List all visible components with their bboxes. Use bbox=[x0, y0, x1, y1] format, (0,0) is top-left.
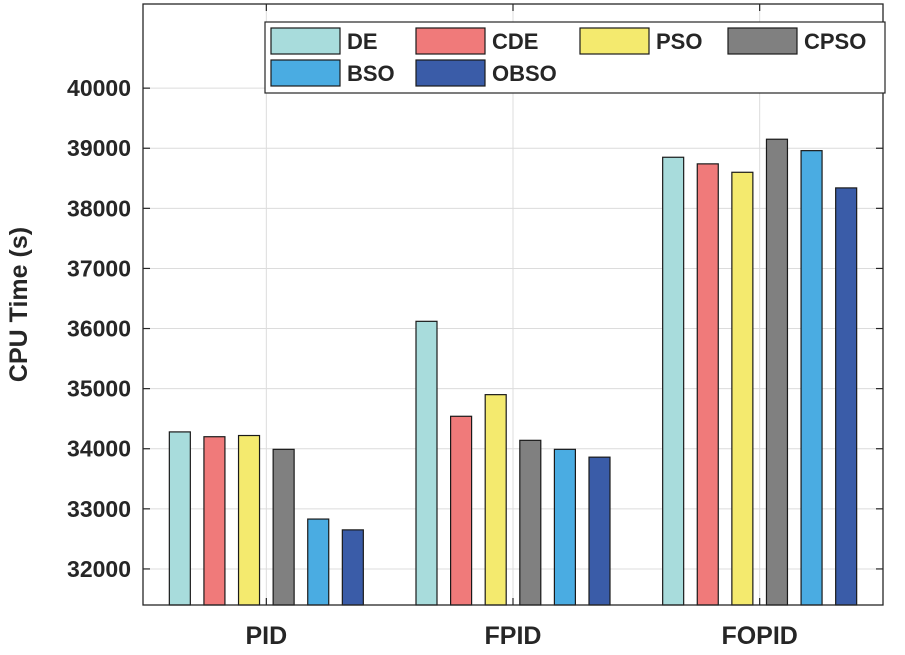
bar-de-pid bbox=[168, 431, 191, 606]
bar-bso-fopid bbox=[800, 150, 823, 606]
bar-obso-fopid bbox=[835, 187, 858, 606]
y-tick-label-7: 39000 bbox=[67, 135, 131, 161]
bar-obso-pid bbox=[341, 529, 364, 606]
legend-label-pso: PSO bbox=[656, 29, 702, 54]
legend-label-cde: CDE bbox=[492, 29, 538, 54]
y-axis-label: CPU Time (s) bbox=[5, 227, 33, 382]
legend-swatch-obso bbox=[415, 59, 486, 87]
x-tick-label-fopid: FOPID bbox=[721, 622, 797, 650]
bar-bso-fpid bbox=[553, 448, 577, 606]
legend-label-bso: BSO bbox=[347, 61, 395, 86]
legend-swatch-pso bbox=[579, 27, 650, 55]
legend-swatch-cde bbox=[415, 27, 486, 55]
y-tick-label-5: 37000 bbox=[67, 255, 131, 281]
bar-cpso-fopid bbox=[765, 138, 789, 606]
y-tick-label-3: 35000 bbox=[67, 376, 131, 402]
bar-pso-pid bbox=[237, 434, 261, 606]
y-tick-label-4: 36000 bbox=[67, 316, 131, 342]
bar-cde-fpid bbox=[450, 415, 473, 606]
bar-de-fpid bbox=[415, 320, 438, 606]
x-tick-layer: PID FPID FOPID bbox=[245, 4, 798, 650]
y-tick-layer: 32000 33000 34000 35000 36000 37000 38000 39000… bbox=[67, 75, 883, 582]
bar-obso-fpid bbox=[588, 456, 611, 606]
y-tick-label-0: 32000 bbox=[67, 556, 131, 582]
legend-label-cpso: CPSO bbox=[804, 29, 866, 54]
y-tick-label-1: 33000 bbox=[67, 496, 131, 522]
legend-swatch-bso bbox=[270, 59, 341, 87]
legend-label-de: DE bbox=[347, 29, 378, 54]
y-tick-label-8: 40000 bbox=[67, 75, 131, 101]
y-tick-label-6: 38000 bbox=[67, 195, 131, 221]
bar-pso-fpid bbox=[484, 394, 507, 606]
bar-cpso-fpid bbox=[519, 439, 542, 606]
legend-label-obso: OBSO bbox=[492, 61, 557, 86]
bar-cde-pid bbox=[203, 436, 226, 606]
bar-cpso-pid bbox=[272, 448, 295, 606]
legend-swatch-cpso bbox=[727, 27, 798, 55]
bar-de-fopid bbox=[662, 156, 685, 606]
bar-bso-pid bbox=[307, 518, 330, 606]
bar-cde-fopid bbox=[696, 163, 719, 606]
legend-swatch-de bbox=[270, 27, 341, 55]
x-tick-label-fpid: FPID bbox=[485, 622, 542, 650]
legend: DE CDE PSO CPSO BSO OBSO bbox=[264, 21, 886, 94]
bar-pso-fopid bbox=[731, 171, 754, 606]
y-tick-label-2: 34000 bbox=[67, 436, 131, 462]
x-tick-label-pid: PID bbox=[245, 622, 287, 650]
